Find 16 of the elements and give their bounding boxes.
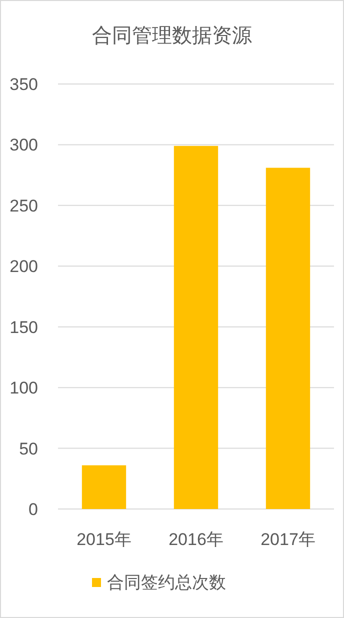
x-tick-label: 2016年 <box>168 530 224 549</box>
y-tick-label: 150 <box>10 318 38 337</box>
chart-title: 合同管理数据资源 <box>92 25 252 47</box>
y-tick-label: 250 <box>10 196 38 216</box>
bar <box>174 146 218 509</box>
y-tick-label: 0 <box>28 500 38 519</box>
bar <box>266 168 310 509</box>
y-tick-label: 100 <box>10 378 38 398</box>
bar <box>82 465 126 509</box>
y-tick-label: 300 <box>10 136 38 155</box>
y-tick-label: 350 <box>10 75 38 94</box>
y-tick-label: 50 <box>19 439 38 458</box>
x-tick-label: 2015年 <box>76 530 132 549</box>
x-tick-label: 2017年 <box>260 530 316 549</box>
y-tick-label: 200 <box>10 257 38 276</box>
legend-label: 合同签约总次数 <box>107 573 226 592</box>
